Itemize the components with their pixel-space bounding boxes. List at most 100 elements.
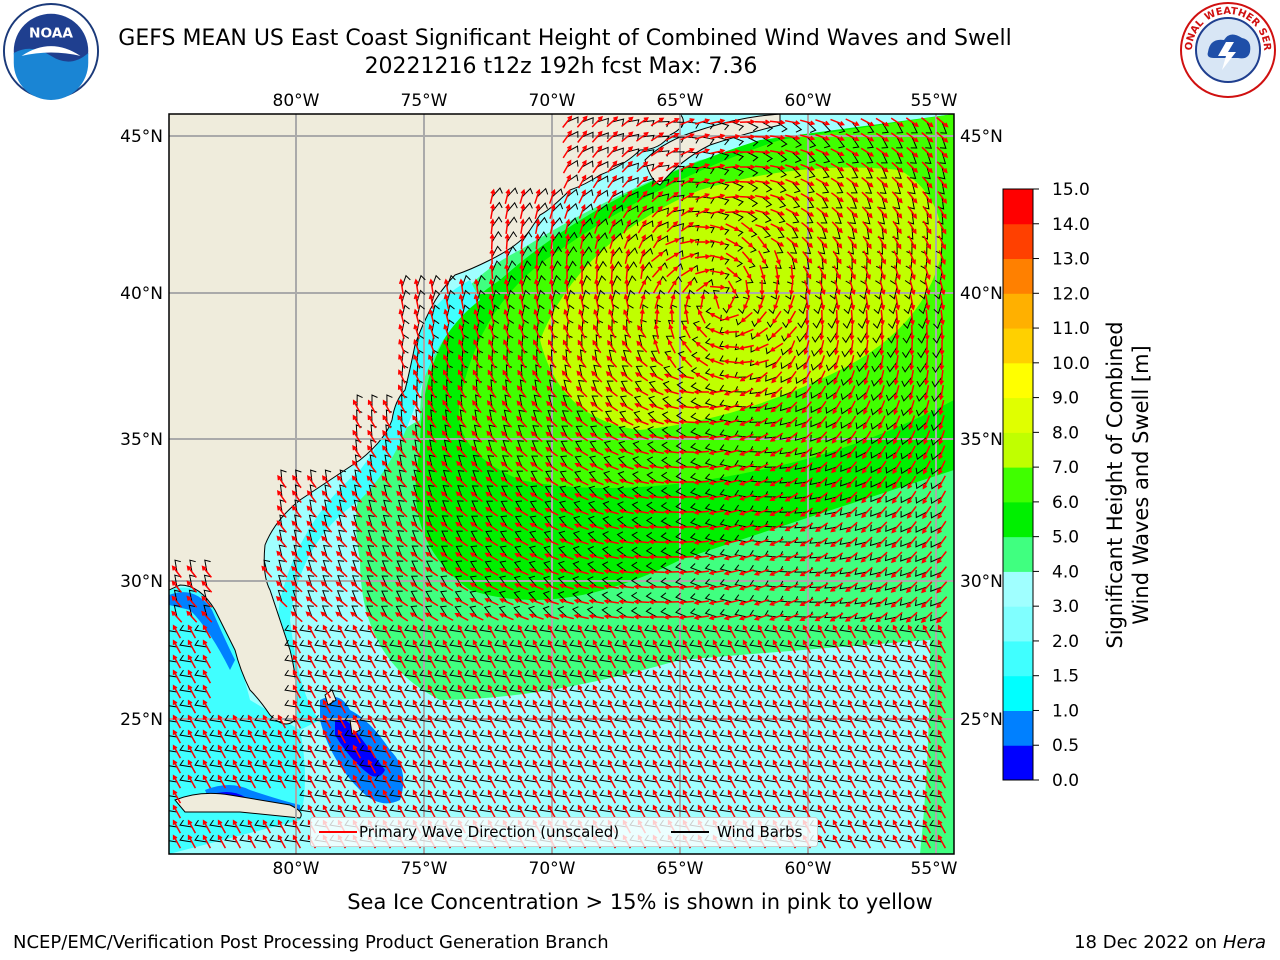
wave-arrow [367, 429, 377, 444]
wave-arrow [678, 554, 695, 560]
wave-arrow [908, 430, 916, 445]
wave-arrow [186, 595, 198, 608]
wave-arrow [335, 581, 348, 593]
wind-barb [614, 789, 628, 798]
wave-arrow [815, 476, 828, 488]
wave-arrow [577, 624, 587, 639]
wind-barb [487, 455, 495, 468]
wave-arrow [892, 639, 902, 654]
wave-arrow [350, 566, 363, 578]
wave-arrow [472, 714, 482, 729]
wave-arrow [815, 192, 830, 202]
wave-arrow [409, 612, 424, 622]
wind-barb [449, 699, 463, 708]
wind-barb [811, 346, 823, 357]
wave-arrow [485, 446, 498, 458]
wind-barb [794, 759, 808, 768]
wave-arrow [489, 233, 495, 250]
wind-barb [411, 560, 418, 573]
wave-arrow [322, 804, 332, 819]
wave-arrow [697, 744, 707, 759]
wave-arrow [187, 714, 197, 729]
wind-barb [464, 744, 478, 753]
wind-barb [569, 789, 583, 798]
wave-arrow [637, 669, 647, 684]
band-bahamas-deep [335, 718, 385, 777]
wave-arrow [815, 177, 830, 187]
wave-arrow [846, 476, 858, 489]
wave-arrow [860, 521, 873, 534]
wave-arrow [666, 221, 679, 233]
wave-arrow [593, 204, 601, 219]
wave-arrow [908, 415, 916, 430]
wave-arrow [860, 162, 874, 173]
wave-arrow [533, 308, 540, 324]
wave-arrow [621, 116, 634, 127]
wave-arrow [817, 789, 827, 804]
wave-arrow [367, 669, 377, 684]
wind-barb [734, 804, 748, 813]
wave-arrow [727, 789, 737, 804]
wind-barb [914, 699, 928, 708]
wave-arrow [443, 323, 450, 339]
wave-arrow [562, 144, 572, 159]
wave-arrow [247, 729, 257, 744]
wave-arrow [487, 714, 497, 729]
wave-arrow [543, 583, 559, 591]
wind-barb [344, 759, 358, 768]
wind-barb [587, 531, 598, 543]
wind-barb [641, 247, 654, 258]
wind-barb [299, 669, 313, 678]
wind-barb [269, 714, 283, 723]
wind-barb [689, 774, 703, 783]
wave-arrow [693, 600, 710, 606]
wind-barb [914, 624, 928, 633]
wave-arrow [425, 551, 439, 562]
wave-arrow [621, 340, 632, 353]
wave-arrow [262, 834, 272, 849]
wave-arrow [723, 314, 739, 321]
wave-arrow [172, 789, 182, 804]
wave-arrow [427, 684, 437, 699]
wave-arrow [652, 234, 662, 249]
wave-arrow [922, 624, 932, 639]
wave-arrow [894, 309, 900, 326]
wave-arrow [486, 415, 498, 428]
wave-arrow [725, 133, 741, 140]
wave-arrow [678, 539, 695, 545]
wind-barb [224, 714, 238, 723]
wave-arrow [337, 729, 347, 744]
wave-arrow [487, 789, 497, 804]
wind-barb [870, 451, 883, 459]
wave-arrow [276, 580, 288, 593]
wave-arrow [545, 431, 558, 442]
wave-arrow [784, 522, 799, 532]
wave-arrow [860, 612, 874, 623]
wave-arrow [936, 551, 947, 564]
wave-arrow [365, 551, 378, 563]
wave-arrow [247, 759, 257, 774]
wave-arrow [815, 163, 830, 172]
wave-arrow [577, 759, 587, 774]
wave-arrow [261, 565, 273, 578]
wave-arrow [829, 612, 844, 622]
wave-arrow [352, 774, 362, 789]
wave-arrow [427, 744, 437, 759]
wave-arrow [532, 354, 542, 369]
wind-barb [626, 219, 639, 228]
wave-arrow [366, 520, 378, 533]
wind-barb [631, 531, 643, 543]
wave-arrow [907, 654, 917, 669]
wind-barb [337, 575, 344, 588]
wave-arrow [635, 117, 649, 127]
wave-arrow [937, 789, 947, 804]
wave-arrow [907, 804, 917, 819]
wind-barb [869, 714, 883, 723]
wave-arrow [591, 115, 604, 128]
wave-arrow [787, 789, 797, 804]
wind-barb [299, 684, 313, 693]
wave-arrow [472, 789, 482, 804]
wind-barb [557, 575, 568, 588]
wave-arrow [559, 538, 574, 546]
